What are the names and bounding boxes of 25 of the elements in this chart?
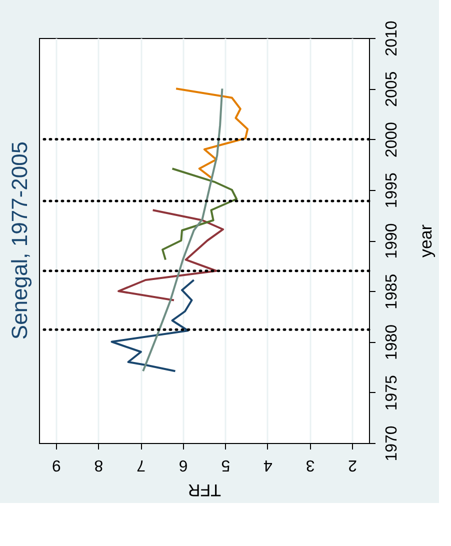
y-tick-label: 1970 (384, 426, 400, 462)
x-tick-label: 8 (94, 456, 104, 474)
x-tick-label: 4 (263, 456, 272, 474)
line-series (142, 88, 224, 372)
y-tick-label: 1980 (384, 324, 400, 360)
x-tick-label: 2 (348, 456, 358, 474)
x-tick-label: 3 (306, 456, 315, 474)
x-axis-title: TFR (188, 480, 222, 500)
x-tick-label: 5 (221, 456, 230, 474)
line-series (110, 278, 195, 372)
y-tick-label: 2000 (384, 122, 400, 158)
y-axis-title: year (416, 224, 436, 258)
line-series (118, 209, 224, 302)
y-tick-label: 1995 (384, 172, 400, 208)
x-tick-label: 9 (52, 456, 61, 474)
y-tick-label: 1985 (384, 274, 400, 310)
line-series (162, 168, 238, 261)
y-tick-label: 1975 (384, 374, 400, 411)
line-series (175, 88, 249, 179)
y-tick-label: 2005 (384, 71, 400, 107)
x-tick-label: 6 (178, 456, 188, 474)
y-tick-label: 2010 (384, 20, 400, 56)
text: Senegal, 1977-2005 (6, 141, 32, 340)
x-tick-label: 7 (136, 456, 146, 474)
y-tick-label: 1990 (384, 223, 400, 259)
